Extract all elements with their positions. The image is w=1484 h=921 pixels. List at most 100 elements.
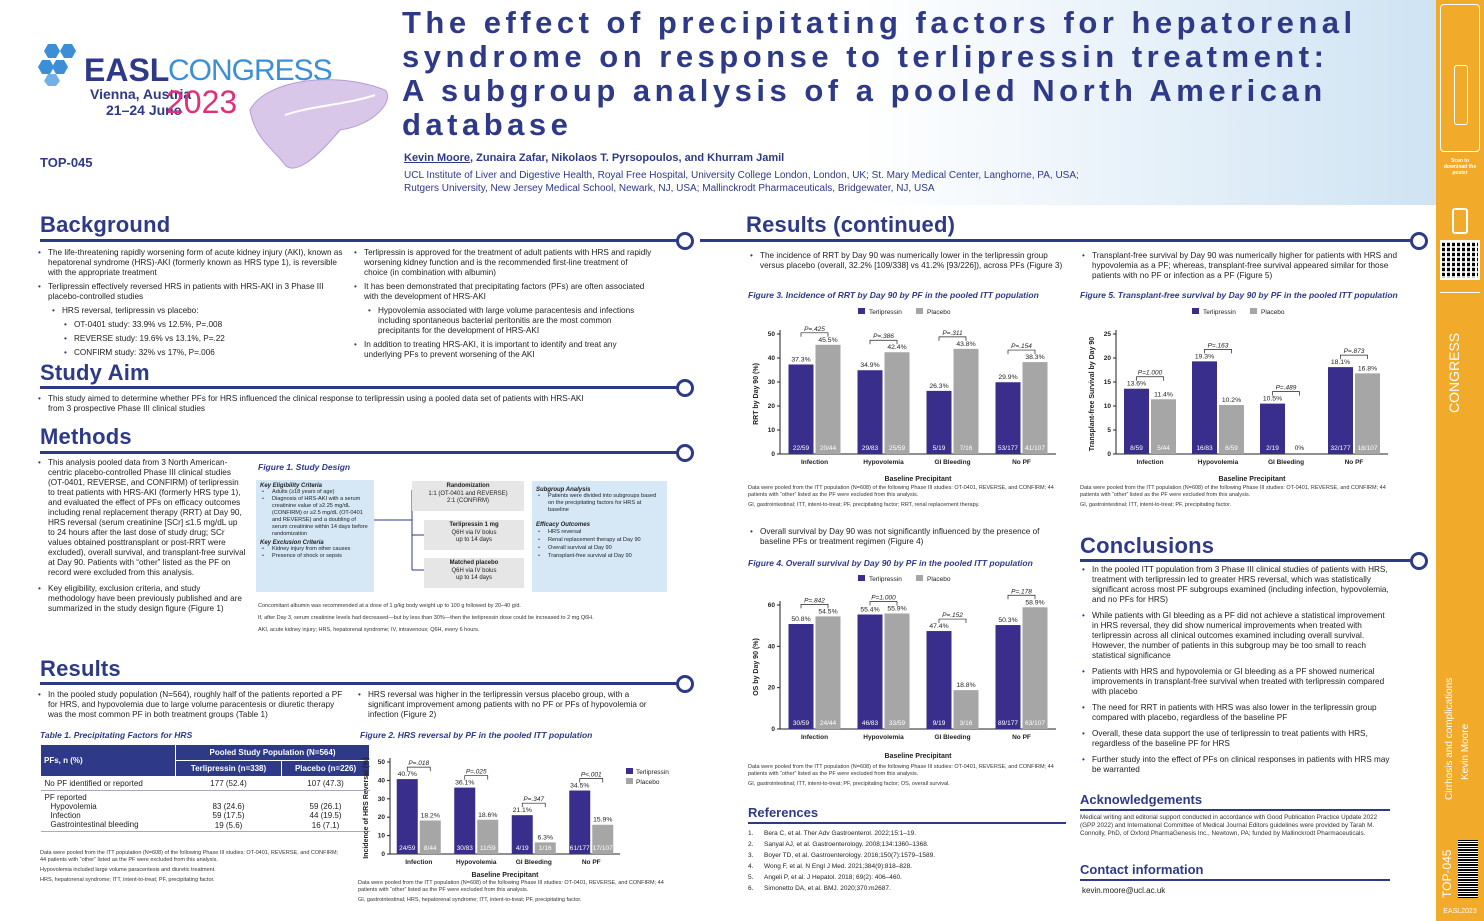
data-label: 58.9% xyxy=(1025,599,1044,606)
right-sidebar xyxy=(1436,0,1484,921)
x-axis-label: Baseline Precipitant xyxy=(885,753,953,760)
results2-bullet: Transplant-free survival by Day 90 was n… xyxy=(1080,251,1400,281)
count-label: 89/177 xyxy=(998,720,1018,727)
bar-placebo xyxy=(884,352,910,454)
x-tick-label: Hypovolemia xyxy=(456,859,497,866)
results-cont-rule xyxy=(700,239,1422,242)
background-right: Terlipressin is approved for the treatme… xyxy=(352,248,652,364)
qr-code[interactable] xyxy=(1440,240,1480,280)
p-bracket xyxy=(521,802,546,808)
sidebar-code: TOP-045 xyxy=(1440,849,1454,898)
data-label: 55.9% xyxy=(887,605,906,612)
y-tick-label: 5 xyxy=(1107,427,1111,434)
x-tick-label: Hypovolemia xyxy=(863,459,904,466)
conclusion-bullet: The need for RRT in patients with HRS wa… xyxy=(1080,703,1392,723)
table-note: HRS, hepatorenal syndrome; ITT, intent-t… xyxy=(40,877,215,883)
x-tick-label: No PF xyxy=(1345,459,1364,466)
reference-text: Angeli P, et al. J Hepatol. 2018; 69(2):… xyxy=(764,874,902,881)
data-label: 10.2% xyxy=(1222,397,1241,404)
table-cell: Hypovolemia xyxy=(50,802,97,811)
results-left-list: In the pooled study population (N=564), … xyxy=(36,690,351,724)
affiliation-1: UCL Institute of Liver and Digestive Hea… xyxy=(404,170,1079,181)
data-label: 37.3% xyxy=(791,356,810,363)
count-label: 63/107 xyxy=(1025,720,1045,727)
p-value-label: P=.154 xyxy=(1011,343,1032,350)
section-methods: Methods xyxy=(40,424,132,449)
legend-label: Placebo xyxy=(927,576,951,583)
p-value-label: P=.025 xyxy=(466,769,487,776)
table-row: Infection 59 (17.5) 44 (19.5) xyxy=(41,811,370,820)
data-label: 13.6% xyxy=(1127,381,1146,388)
count-label: 4/19 xyxy=(516,845,529,852)
table-cell: 59 (26.1) xyxy=(309,802,342,811)
sidebar-congress-text: CONGRESS xyxy=(1446,332,1462,413)
rule-knob xyxy=(676,675,694,693)
y-tick-label: 40 xyxy=(768,643,776,650)
fig4-note: GI, gastrointestinal; ITT, intent-to-tre… xyxy=(748,781,950,787)
bar-placebo xyxy=(1022,362,1048,454)
reference-item: 3. Boyer TD, et al. Gastroenterology. 201… xyxy=(748,852,936,859)
y-tick-label: 20 xyxy=(768,403,776,410)
legend-label: Terlipressin xyxy=(1203,309,1236,316)
reference-text: Boyer TD, et al. Gastroenterology. 2016;… xyxy=(764,852,936,859)
bar-placebo xyxy=(884,613,910,729)
count-label: 29/83 xyxy=(862,445,879,452)
bar-placebo xyxy=(534,842,556,854)
data-label: 18.8% xyxy=(956,682,975,689)
legend-swatch xyxy=(916,575,923,581)
fig1-notes: Concomitant albumin was recommended at a… xyxy=(258,603,678,634)
x-tick-label: Hypovolemia xyxy=(863,734,904,741)
y-tick-label: 30 xyxy=(768,379,776,386)
legend-swatch xyxy=(626,768,633,774)
methods-rule xyxy=(40,451,686,454)
results-bullet: In the pooled study population (N=564), … xyxy=(36,690,351,720)
x-tick-label: Infection xyxy=(801,734,828,741)
easl-logo: EASL CONGRESS Vienna, Austria 21–24 June… xyxy=(38,40,348,120)
count-label: 5/19 xyxy=(933,445,946,452)
rand-1: 1:1 (OT-0401 and REVERSE) xyxy=(428,490,508,497)
data-label: 18.2% xyxy=(421,813,440,820)
results-right-list: HRS reversal was higher in the terlipres… xyxy=(356,690,656,724)
count-label: 8/44 xyxy=(424,845,437,852)
data-label: 6.3% xyxy=(538,834,554,841)
efficacy-item: HRS reversal xyxy=(536,528,663,536)
bar-terlipressin xyxy=(396,779,418,854)
barcode xyxy=(1458,840,1478,898)
y-axis-label: OS by Day 90 (%) xyxy=(753,638,760,696)
conclusion-bullet: Further study into the effect of PFs on … xyxy=(1080,755,1392,775)
references-rule xyxy=(748,822,1066,824)
y-tick-label: 10 xyxy=(1104,403,1112,410)
fig5-intro: Transplant-free survival by Day 90 was n… xyxy=(1080,251,1400,285)
contact-email[interactable]: kevin.moore@ucl.ac.uk xyxy=(1082,886,1166,895)
x-tick-label: No PF xyxy=(582,859,601,866)
data-label: 10.5% xyxy=(1263,396,1282,403)
data-label: 11.4% xyxy=(1154,391,1173,398)
fig5-note: GI, gastrointestinal; ITT, intent-to-tre… xyxy=(1080,502,1232,508)
p-value-label: P=1.000 xyxy=(1138,370,1163,377)
fig5-caption: Figure 5. Transplant-free survival by Da… xyxy=(1080,290,1398,300)
p-value-label: P=.311 xyxy=(942,330,963,337)
data-label: 50.8% xyxy=(791,616,810,623)
contact-rule xyxy=(1080,879,1390,881)
results2-bullet: The incidence of RRT by Day 90 was numer… xyxy=(748,251,1068,271)
y-tick-label: 0 xyxy=(771,726,775,733)
data-label: 38.3% xyxy=(1025,354,1044,361)
reference-text: Sanyal AJ, et al. Gastroenterology. 2008… xyxy=(764,841,929,848)
legend-label: Terlipressin xyxy=(636,769,669,776)
y-axis-label: Transplant-free Survival by Day 90 xyxy=(1089,337,1096,451)
fig3-caption: Figure 3. Incidence of RRT by Day 90 by … xyxy=(748,290,1039,300)
table-header-pfs: PFs, n (%) xyxy=(40,744,176,777)
bar-terlipressin xyxy=(857,370,883,454)
p-bracket xyxy=(869,339,898,345)
table-note: Hypovolemia included large volume parace… xyxy=(40,867,216,873)
fig4-intro: Overall survival by Day 90 was not signi… xyxy=(748,527,1068,551)
p-bracket xyxy=(1007,594,1036,600)
bar-placebo xyxy=(592,824,614,854)
table-cell: PF reported xyxy=(44,793,87,802)
ack-rule xyxy=(1080,809,1390,811)
count-label: 11/59 xyxy=(480,845,496,852)
p-bracket xyxy=(1204,349,1232,354)
study-aim-text: This study aimed to determine whether PF… xyxy=(36,394,596,414)
fig2-note: GI, gastrointestinal; HRS, hepatorenal s… xyxy=(358,897,582,903)
p-bracket xyxy=(800,604,829,609)
